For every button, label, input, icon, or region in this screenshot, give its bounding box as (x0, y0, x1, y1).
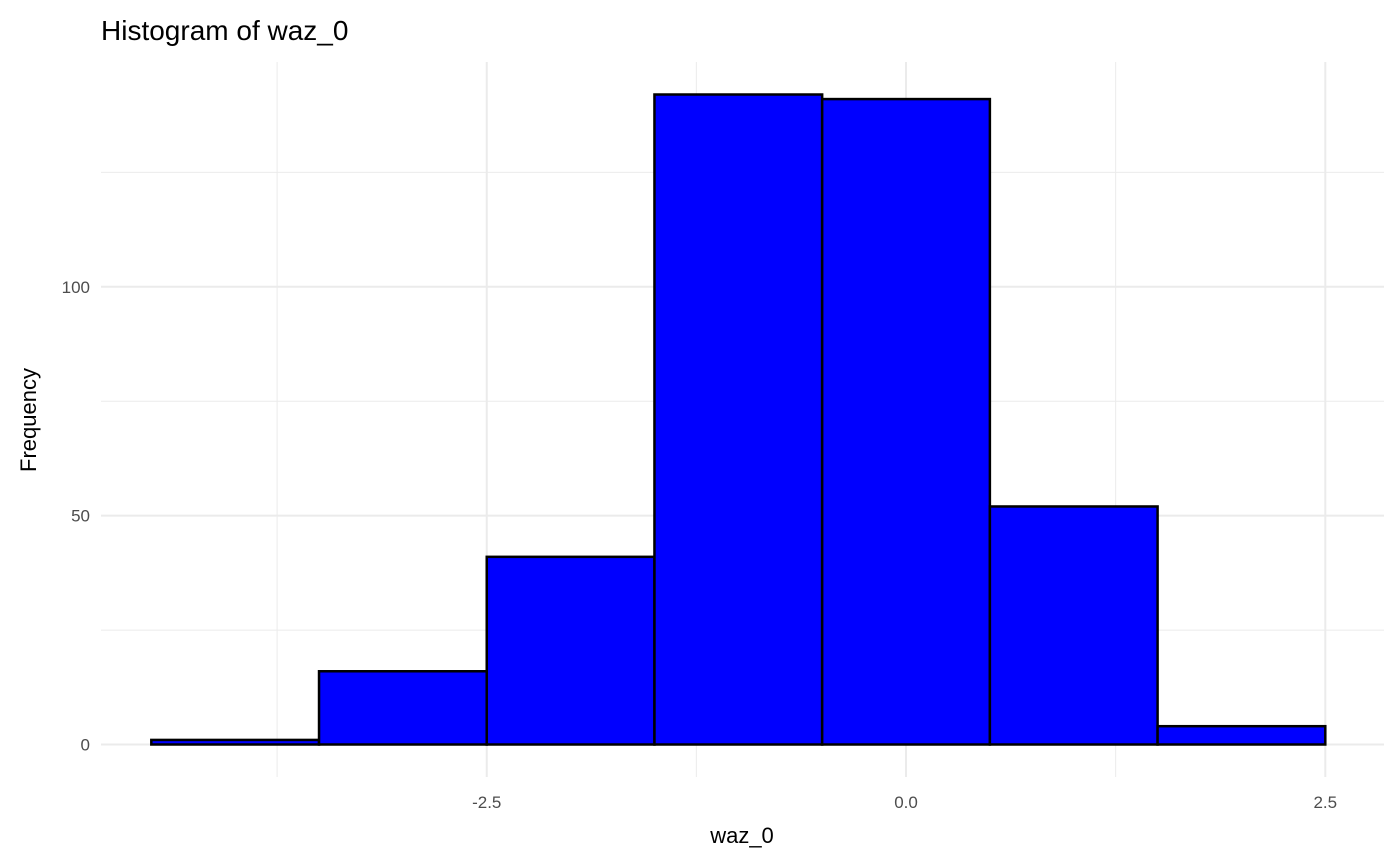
histogram-bar (150, 738, 321, 746)
x-tick-label: -2.5 (472, 793, 501, 812)
x-axis-title: waz_0 (709, 823, 774, 848)
histogram-bar (988, 505, 1159, 746)
histogram-bar (1156, 724, 1327, 746)
histogram-bar (820, 97, 992, 746)
chart-title: Histogram of waz_0 (101, 15, 348, 46)
y-tick-label: 50 (71, 507, 90, 526)
x-tick-label: 0.0 (894, 793, 918, 812)
x-tick-label: 2.5 (1313, 793, 1337, 812)
histogram-bar (485, 555, 656, 746)
y-tick-label: 100 (62, 278, 90, 297)
histogram-bars (150, 93, 1327, 746)
y-tick-label: 0 (81, 736, 90, 755)
histogram-bar (653, 93, 824, 746)
tick-labels: -2.5 0.0 2.5 0 50 100 (62, 278, 1337, 812)
histogram-bar (317, 670, 488, 746)
y-axis-title: Frequency (16, 368, 41, 472)
